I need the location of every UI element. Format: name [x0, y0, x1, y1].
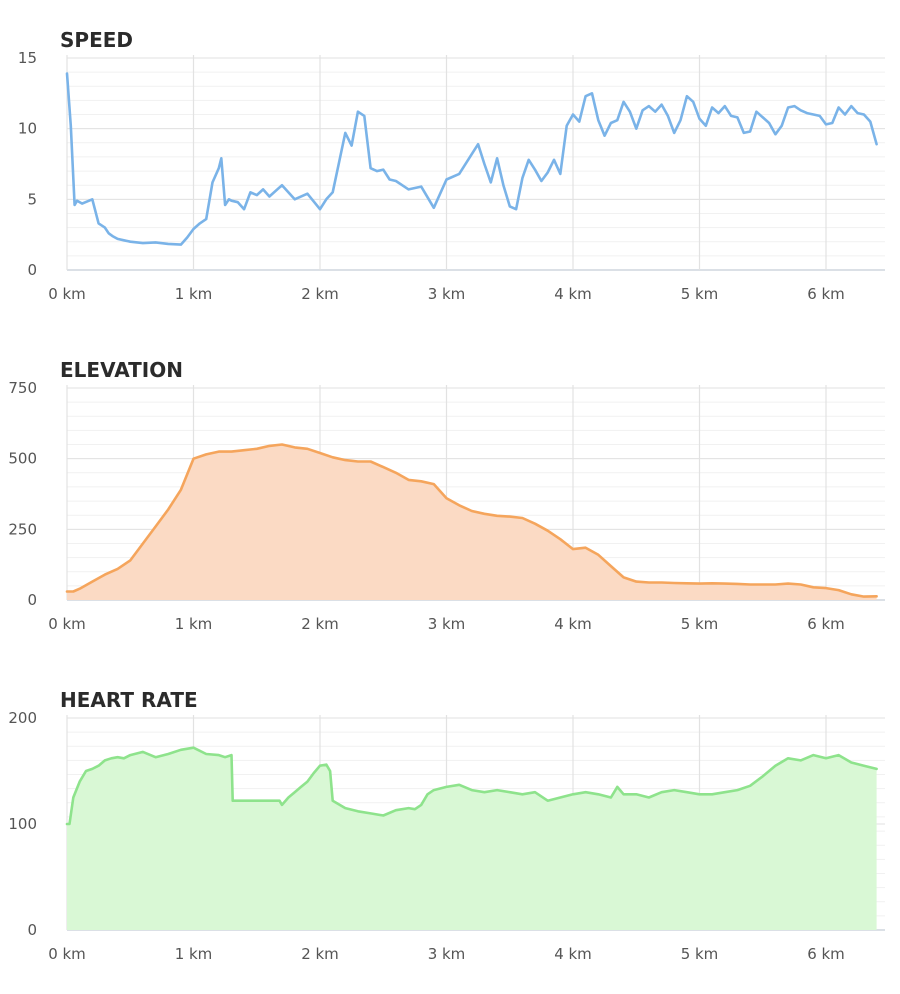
chart-title: HEART RATE: [60, 688, 198, 712]
x-tick-label: 3 km: [428, 945, 466, 963]
chart-2: HEART RATE 0 100 200 0 km 1 km 2 km 3 km 4 km 5 k…: [8, 688, 885, 963]
y-tick-label: 15: [18, 49, 37, 67]
x-tick-label: 2 km: [301, 945, 339, 963]
x-tick-label: 5 km: [681, 615, 719, 633]
x-tick-label: 6 km: [807, 945, 845, 963]
x-tick-label: 6 km: [807, 615, 845, 633]
x-tick-label: 4 km: [554, 945, 592, 963]
series-line: [65, 72, 878, 246]
y-tick-label: 250: [8, 520, 37, 538]
x-tick-label: 0 km: [48, 285, 86, 303]
y-tick-label: 750: [8, 379, 37, 397]
x-tick-label: 0 km: [48, 945, 86, 963]
x-tick-label: 5 km: [681, 285, 719, 303]
chart-title: ELEVATION: [60, 358, 183, 382]
series-area: [67, 444, 877, 600]
x-tick-label: 3 km: [428, 615, 466, 633]
series-area: [67, 747, 877, 930]
x-tick-label: 1 km: [175, 285, 213, 303]
y-tick-label: 500: [8, 450, 37, 468]
y-tick-label: 0: [27, 261, 37, 279]
y-tick-label: 100: [8, 815, 37, 833]
y-tick-label: 5: [27, 190, 37, 208]
x-tick-label: 1 km: [175, 615, 213, 633]
x-tick-label: 1 km: [175, 945, 213, 963]
chart-1: ELEVATION 0 250 500 750 0 km 1 km 2 km 3 km 4 km 5…: [8, 358, 885, 633]
x-tick-label: 5 km: [681, 945, 719, 963]
y-tick-label: 0: [27, 921, 37, 939]
x-tick-label: 0 km: [48, 615, 86, 633]
x-tick-label: 2 km: [301, 285, 339, 303]
x-tick-label: 4 km: [554, 285, 592, 303]
y-tick-label: 0: [27, 591, 37, 609]
x-tick-label: 2 km: [301, 615, 339, 633]
chart-0: SPEED 0 5 10 15 0 km 1 km 2 km 3 km 4 km 5 km 6 km: [18, 28, 885, 303]
y-tick-label: 10: [18, 120, 37, 138]
series-line: [65, 443, 878, 598]
chart-title: SPEED: [60, 28, 133, 52]
series-line: [65, 746, 878, 826]
x-tick-label: 6 km: [807, 285, 845, 303]
x-tick-label: 3 km: [428, 285, 466, 303]
y-tick-label: 200: [8, 709, 37, 727]
x-tick-label: 4 km: [554, 615, 592, 633]
